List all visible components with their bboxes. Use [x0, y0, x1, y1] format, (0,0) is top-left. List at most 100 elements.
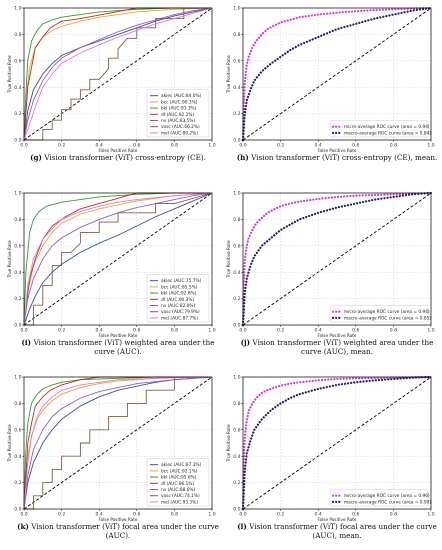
series-line-df	[23, 192, 212, 326]
x-tick-label: 1.0	[427, 328, 434, 334]
y-tick-label: 0.0	[233, 323, 240, 329]
legend-entry-mel: mel (AUC:80.2%)	[161, 130, 198, 136]
y-tick-label: 1.0	[14, 375, 21, 381]
legend: micro-average ROC curve (area = 0.94)mac…	[329, 120, 431, 138]
x-tick-label: 0.2	[277, 512, 284, 518]
caption-i-line2: curve (AUC).	[94, 347, 141, 356]
series-line-nv	[23, 376, 213, 510]
x-tick-label: 0.4	[315, 143, 322, 149]
y-tick-label: 0.6	[233, 427, 240, 433]
panel-k: 0.0 0.2 0.4 0.6 0.8 1.0 0.0 0.2 0.4 0.6 0.8 1.0 Fals…	[7, 375, 219, 540]
caption-i: (i) Vision transformer (ViT) weighted ar…	[22, 338, 215, 347]
series-dotted-macro	[241, 191, 433, 327]
x-tick-label: 0.4	[96, 328, 103, 334]
series-line-mel	[23, 376, 213, 510]
x-tick-label: 0.8	[390, 512, 397, 518]
caption-label: (j)	[241, 338, 253, 347]
chance-diagonal	[242, 192, 432, 326]
y-tick-label: 0.8	[233, 401, 240, 407]
legend-box	[146, 89, 210, 138]
caption-text: Vision transformer (ViT) cross-entropy (…	[43, 153, 206, 162]
series-line-nv	[23, 7, 213, 141]
caption-label: (i)	[22, 338, 34, 347]
panel-j: 0.0 0.2 0.4 0.6 0.8 1.0 0.0 0.2 0.4 0.6 0.8 1.0 Fals…	[226, 191, 435, 356]
axes-frame	[242, 192, 432, 326]
chance-diagonal	[23, 7, 213, 141]
y-tick-label: 0.8	[233, 217, 240, 223]
legend-entry-df: df (AUC:96.1%)	[161, 481, 194, 487]
series-line-vasc	[24, 7, 212, 141]
legend-box	[329, 120, 429, 138]
axes-frame	[242, 7, 432, 141]
x-axis-label: False Positive Rate	[318, 333, 357, 338]
caption-l: (l) Vision transformer (ViT) focal area …	[237, 522, 437, 531]
y-tick-label: 0.4	[233, 454, 240, 460]
y-axis-label: True Positive Rate	[226, 424, 231, 463]
y-tick-label: 0.0	[14, 507, 21, 513]
y-tick-label: 0.0	[233, 138, 240, 144]
legend-entry-df: df (AUC:90.3%)	[161, 297, 194, 303]
legend-entry-akiec: akiec (AUC:87.3%)	[161, 462, 202, 468]
legend-entry-nv: nv (AUC:88.6%)	[161, 487, 195, 493]
legend-entry-vasc: vasc (AUC:79.9%)	[161, 309, 200, 315]
y-tick-label: 0.6	[14, 58, 21, 64]
axes-frame	[242, 376, 432, 510]
y-tick-label: 1.0	[14, 6, 21, 12]
legend: akiec (AUC:75.7%)bcc (AUC:85.5%)bkl (AUC…	[146, 274, 210, 323]
caption-k: (k) Vision transformer (ViT) focal area …	[17, 522, 219, 531]
legend-entry-macro: macro-average ROC curve (area = 0.85)	[344, 315, 431, 321]
legend: micro-average ROC curve (area = 0.96)mac…	[329, 489, 431, 507]
x-axis-label: False Positive Rate	[318, 517, 357, 522]
y-tick-label: 1.0	[233, 375, 240, 381]
axes-frame	[23, 7, 213, 141]
series-line-vasc	[24, 376, 212, 510]
x-tick-label: 0.8	[390, 328, 397, 334]
y-axis-label: True Positive Rate	[7, 240, 12, 279]
series-dotted-micro	[241, 6, 433, 142]
y-tick-label: 0.6	[14, 243, 21, 249]
y-tick-label: 1.0	[233, 191, 240, 197]
caption-text: Vision transformer (ViT) weighted area u…	[252, 338, 434, 347]
panel-l: 0.0 0.2 0.4 0.6 0.8 1.0 0.0 0.2 0.4 0.6 0.8 1.0 Fals…	[226, 375, 437, 540]
x-tick-label: 1.0	[208, 512, 215, 518]
x-tick-label: 1.0	[427, 512, 434, 518]
y-tick-label: 0.6	[14, 427, 21, 433]
legend-entry-akiec: akiec (AUC:75.7%)	[161, 278, 202, 284]
legend-entry-bkl: bkl (AUC:93.3%)	[161, 106, 197, 112]
y-tick-label: 0.8	[14, 32, 21, 38]
legend-entry-bkl: bkl (AUC:92.6%)	[161, 291, 197, 297]
x-tick-label: 0.6	[133, 143, 140, 149]
x-tick-label: 1.0	[427, 143, 434, 149]
axes-frame	[23, 192, 213, 326]
legend-entry-macro: macro-average ROC curve (area = 0.90)	[344, 499, 431, 505]
series-dotted-macro	[241, 375, 433, 511]
y-tick-label: 0.4	[233, 85, 240, 91]
legend-entry-mel: mel (AUC:87.7%)	[161, 315, 198, 321]
y-tick-label: 0.2	[233, 480, 240, 486]
x-tick-label: 0.0	[20, 328, 27, 334]
x-tick-label: 0.4	[96, 143, 103, 149]
x-tick-label: 0.0	[20, 143, 27, 149]
y-tick-label: 0.0	[233, 507, 240, 513]
series-line-akiec	[23, 192, 213, 326]
y-axis-label: True Positive Rate	[7, 424, 12, 463]
x-tick-label: 0.0	[239, 143, 246, 149]
x-axis-label: False Positive Rate	[99, 333, 138, 338]
x-tick-label: 0.4	[315, 512, 322, 518]
legend-entry-vasc: vasc (AUC:74.1%)	[161, 493, 200, 499]
x-tick-label: 0.0	[239, 328, 246, 334]
caption-text: Vision transformer (ViT) focal area unde…	[248, 522, 437, 531]
legend-entry-bkl: bkl (AUC:95.6%)	[161, 475, 197, 481]
chance-diagonal	[23, 376, 213, 510]
caption-label: (g)	[30, 153, 44, 162]
x-axis-label: False Positive Rate	[318, 148, 357, 153]
series-line-df	[23, 376, 212, 510]
x-axis-label: False Positive Rate	[99, 517, 138, 522]
caption-h: (h) Vision transformer (ViT) cross-entro…	[237, 153, 438, 162]
legend-box	[329, 489, 429, 507]
series-line-bcc	[23, 7, 213, 141]
caption-g: (g) Vision transformer (ViT) cross-entro…	[30, 153, 206, 162]
series-line-akiec	[23, 7, 213, 141]
legend-entry-vasc: vasc (AUC:66.2%)	[161, 124, 200, 130]
x-tick-label: 0.0	[239, 512, 246, 518]
